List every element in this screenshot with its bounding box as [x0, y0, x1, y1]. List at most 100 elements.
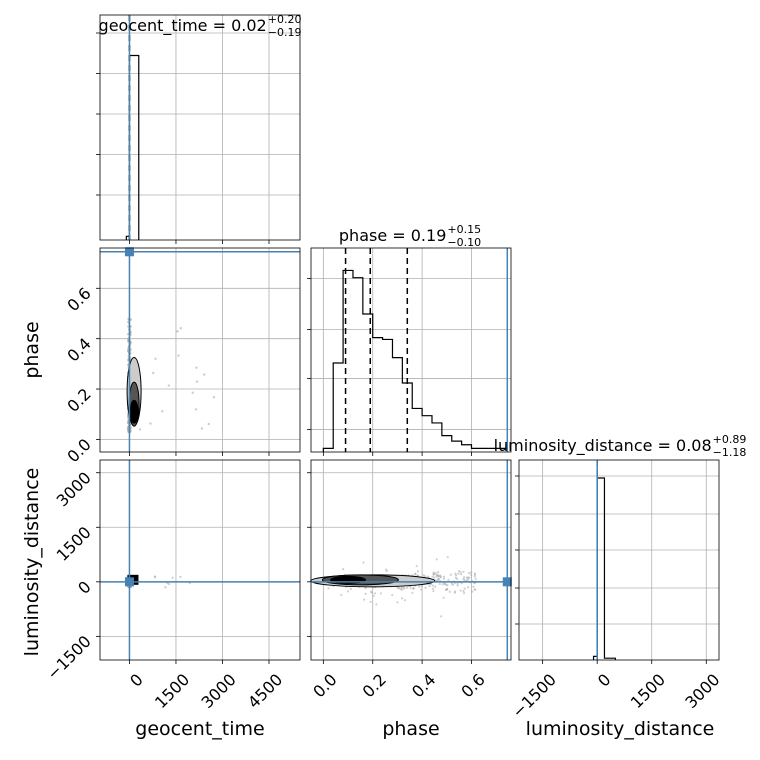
tick-label-luminosity-distance: 1500	[627, 670, 669, 712]
truth-marker	[502, 577, 512, 587]
title-lower-error: −0.19	[268, 26, 302, 39]
scatter-point	[456, 582, 459, 585]
x-axis-label-phase: phase	[382, 718, 439, 740]
scatter-point	[418, 585, 421, 588]
truth-marker	[124, 247, 134, 257]
scatter-point	[432, 589, 435, 593]
panel-geocent-time	[99, 14, 301, 241]
scatter-point	[449, 573, 453, 576]
scatter-point	[446, 587, 449, 591]
panel-phase-vs-luminosity-distance	[310, 459, 512, 661]
scatter-point	[195, 380, 199, 383]
y-axis-label-phase: phase	[21, 321, 43, 378]
scatter-point	[171, 576, 174, 579]
scatter-point	[195, 366, 198, 369]
tick-label-phase-y: 0.0	[63, 435, 94, 466]
scatter-point	[434, 572, 437, 575]
scatter-point	[440, 615, 443, 618]
scatter-point	[415, 564, 418, 568]
scatter-point	[467, 586, 470, 589]
scatter-point	[391, 594, 394, 597]
scatter-point	[463, 576, 466, 579]
scatter-point	[177, 354, 180, 357]
scatter-point	[432, 572, 435, 576]
scatter-point	[462, 570, 465, 573]
tick-label-phase: 0.0	[309, 670, 340, 701]
scatter-point	[424, 586, 427, 589]
title-upper-error: +0.20	[268, 13, 302, 26]
scatter-point	[342, 568, 345, 571]
scatter-point	[436, 573, 439, 576]
scatter-point	[203, 373, 206, 376]
tick-label-luminosity-distance: −1500	[508, 670, 560, 722]
scatter-point	[454, 574, 458, 577]
scatter-point	[200, 427, 204, 430]
scatter-point	[470, 571, 473, 574]
scatter-point	[435, 558, 438, 561]
title-phase: phase = 0.19 +0.15−0.10	[339, 223, 481, 249]
scatter-point	[168, 582, 171, 586]
scatter-point	[474, 577, 477, 580]
tick-label-phase-y: 0.6	[63, 284, 94, 315]
scatter-point	[460, 582, 463, 585]
scatter-point	[384, 568, 388, 571]
histogram-phase	[322, 269, 507, 452]
scatter-point	[473, 582, 476, 585]
title-luminosity-distance: luminosity_distance = 0.08 +0.89−1.18	[494, 433, 747, 459]
scatter-point	[441, 583, 444, 586]
histogram-luminosity-distance	[592, 477, 616, 660]
density-core	[330, 575, 367, 584]
scatter-point	[462, 589, 465, 593]
title-lower-error: −0.10	[447, 236, 481, 249]
tick-label-luminosity-distance-y: 3000	[53, 468, 95, 510]
scatter-point	[457, 570, 461, 573]
truth-marker	[124, 577, 134, 587]
scatter-point	[473, 588, 476, 591]
scatter-point	[442, 596, 445, 599]
scatter-point	[433, 576, 436, 579]
scatter-point	[362, 561, 365, 564]
scatter-point	[396, 587, 400, 590]
scatter-point	[420, 585, 424, 588]
scatter-point	[167, 384, 171, 387]
y-axis-label-luminosity-distance: luminosity_distance	[21, 468, 43, 657]
scatter-point	[437, 577, 440, 580]
scatter-point	[450, 582, 453, 585]
scatter-point	[161, 410, 164, 413]
scatter-point	[472, 585, 475, 588]
scatter-point	[396, 601, 399, 604]
scatter-point	[364, 587, 367, 590]
tick-label-luminosity-distance: 0	[594, 670, 615, 691]
panel-phase	[310, 247, 512, 453]
tick-label-phase-y: 0.2	[63, 384, 94, 415]
scatter-point	[400, 588, 403, 591]
scatter-point	[438, 582, 441, 586]
scatter-point	[467, 578, 470, 581]
tick-label-geocent-time: 4500	[244, 670, 286, 712]
scatter-point	[349, 587, 352, 590]
scatter-point	[212, 396, 216, 399]
tick-label-geocent-time: 0	[126, 670, 147, 691]
scatter-point	[442, 577, 445, 580]
scatter-point	[402, 586, 405, 589]
scatter-point	[446, 556, 449, 559]
scatter-point	[176, 330, 179, 333]
scatter-point	[473, 572, 477, 575]
scatter-point	[403, 599, 407, 602]
scatter-point	[414, 572, 417, 576]
tick-label-luminosity-distance-y: 0	[74, 577, 95, 598]
panel-geocent-time-vs-phase	[99, 247, 301, 453]
title-text: luminosity_distance = 0.08	[494, 436, 712, 456]
scatter-point	[369, 600, 372, 603]
scatter-point	[346, 590, 350, 593]
scatter-point	[420, 588, 423, 591]
scatter-point	[409, 587, 412, 590]
scatter-point	[416, 570, 420, 573]
scatter-point	[369, 590, 373, 593]
tick-label-phase-y: 0.4	[63, 334, 94, 365]
scatter-point	[439, 576, 442, 579]
title-lower-error: −1.18	[713, 446, 747, 459]
scatter-point	[431, 587, 435, 590]
scatter-point	[164, 586, 167, 589]
